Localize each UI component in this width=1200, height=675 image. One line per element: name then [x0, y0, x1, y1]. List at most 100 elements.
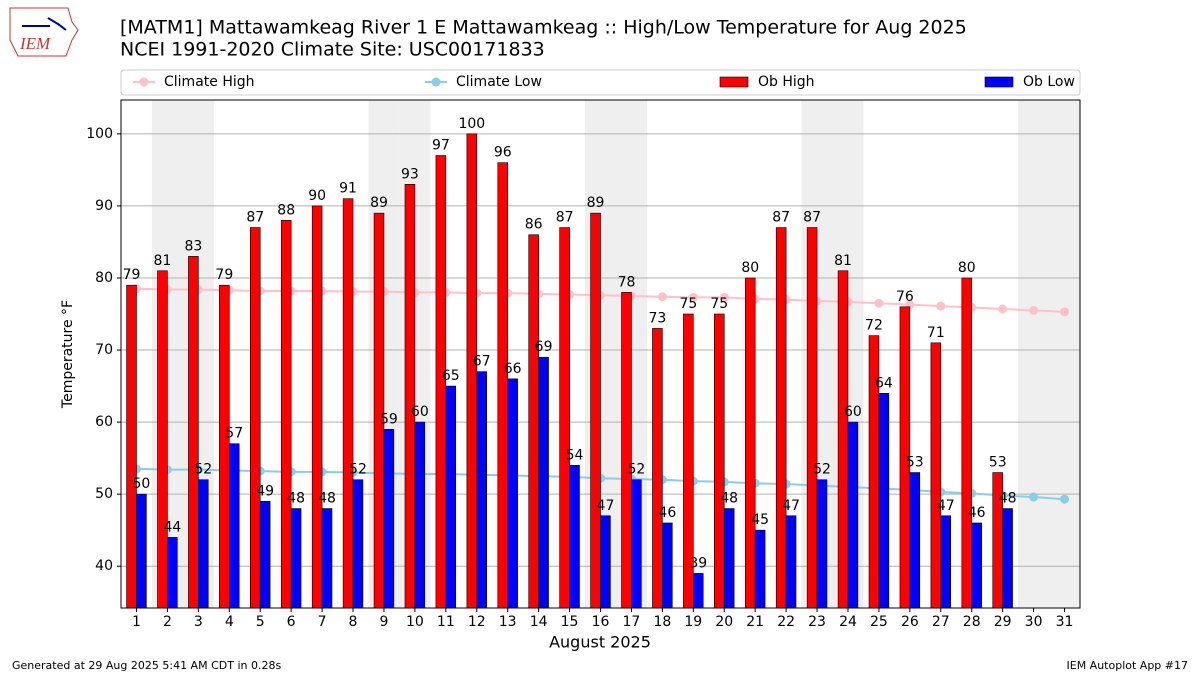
- y-tick-label: 90: [95, 198, 113, 214]
- bar: [497, 162, 508, 609]
- bar-value-label: 49: [256, 483, 274, 499]
- x-axis-label: August 2025: [549, 633, 651, 652]
- legend-label: Climate High: [164, 74, 255, 90]
- bar: [321, 508, 333, 609]
- y-tick-label: 80: [95, 270, 113, 286]
- x-tick-label: 15: [561, 614, 579, 630]
- line-point: [657, 292, 667, 302]
- bar-value-label: 89: [370, 195, 388, 211]
- x-tick-label: 6: [287, 614, 296, 630]
- line-point: [1060, 307, 1070, 317]
- bar: [414, 421, 426, 609]
- bar-value-label: 80: [958, 260, 976, 276]
- line-point: [998, 304, 1008, 314]
- x-tick-label: 10: [406, 614, 424, 630]
- bar: [909, 472, 921, 609]
- bar-value-label: 72: [865, 318, 883, 334]
- y-tick-label: 60: [95, 414, 113, 430]
- x-tick-label: 21: [746, 614, 764, 630]
- bar: [816, 479, 828, 609]
- x-tick-label: 2: [163, 614, 172, 630]
- bar: [652, 328, 663, 609]
- bar: [971, 522, 982, 609]
- chart-title: [MATM1] Mattawamkeag River 1 E Mattawamk…: [120, 17, 967, 39]
- bar-value-label: 73: [649, 310, 667, 326]
- line-point: [1029, 492, 1039, 502]
- bar: [157, 270, 168, 609]
- bar-value-label: 83: [184, 238, 202, 254]
- chart-subtitle: NCEI 1991-2020 Climate Site: USC00171833: [120, 39, 545, 61]
- bar: [311, 205, 323, 609]
- logo-outline: [9, 7, 79, 57]
- bar: [744, 277, 756, 609]
- x-tick-label: 24: [839, 614, 857, 630]
- x-tick-label: 3: [194, 614, 203, 630]
- bar: [600, 515, 611, 609]
- bar: [228, 443, 240, 609]
- bar-value-label: 81: [154, 253, 172, 269]
- x-tick-label: 12: [468, 614, 486, 630]
- x-tick-label: 19: [684, 614, 702, 630]
- bar: [136, 493, 147, 609]
- bar-value-label: 88: [277, 202, 295, 218]
- bar-value-label: 87: [772, 210, 790, 226]
- legend-label: Climate Low: [456, 74, 542, 90]
- x-tick-label: 29: [994, 614, 1012, 630]
- bar-value-label: 47: [782, 498, 800, 514]
- bar-value-label: 60: [844, 404, 862, 420]
- bar: [538, 356, 549, 609]
- bar-value-label: 87: [246, 210, 264, 226]
- bar-value-label: 91: [339, 181, 357, 197]
- bar: [352, 479, 364, 609]
- bar-value-label: 57: [225, 426, 243, 442]
- bar-value-label: 81: [834, 253, 852, 269]
- logo-icon: [22, 17, 67, 31]
- bar-value-label: 54: [566, 447, 584, 463]
- bar-value-label: 64: [875, 375, 893, 391]
- bar: [198, 479, 209, 609]
- weekend-shade: [1018, 100, 1050, 608]
- x-tick-label: 18: [653, 614, 671, 630]
- bar: [280, 220, 292, 609]
- bar: [754, 529, 766, 609]
- line-point: [719, 292, 729, 302]
- bar: [126, 284, 137, 609]
- legend-swatch: [719, 76, 749, 88]
- x-tick-label: 9: [379, 614, 388, 630]
- bar: [259, 501, 271, 609]
- bar-value-label: 53: [989, 455, 1007, 471]
- bar-value-label: 87: [803, 210, 821, 226]
- x-tick-label: 26: [901, 614, 919, 630]
- legend-label: Ob Low: [1023, 74, 1075, 90]
- bar-value-label: 67: [473, 354, 491, 370]
- bar-value-label: 48: [318, 491, 336, 507]
- bar: [723, 508, 735, 609]
- x-tick-label: 16: [592, 614, 610, 630]
- line-point: [874, 298, 884, 308]
- bar-value-label: 89: [587, 195, 605, 211]
- bar-value-label: 78: [618, 274, 636, 290]
- bar-value-label: 52: [349, 462, 367, 478]
- x-tick-label: 4: [225, 614, 234, 630]
- y-tick-label: 40: [95, 558, 113, 574]
- bar: [775, 227, 787, 609]
- bar-value-label: 46: [658, 505, 676, 521]
- legend-box: [120, 69, 1081, 96]
- bar: [250, 227, 261, 609]
- plot-frame: [120, 99, 1081, 609]
- bar-value-label: 53: [906, 455, 924, 471]
- bar: [445, 385, 457, 609]
- x-tick-label: 17: [623, 614, 641, 630]
- bar-value-label: 86: [525, 217, 543, 233]
- bar: [219, 284, 230, 609]
- bar: [167, 537, 178, 609]
- x-tick-label: 1: [132, 614, 141, 630]
- line-point: [936, 301, 946, 311]
- bar-value-label: 48: [999, 491, 1017, 507]
- bar: [878, 392, 890, 609]
- x-tick-label: 22: [777, 614, 795, 630]
- x-tick-label: 25: [870, 614, 888, 630]
- logo-text: IEM: [19, 34, 51, 53]
